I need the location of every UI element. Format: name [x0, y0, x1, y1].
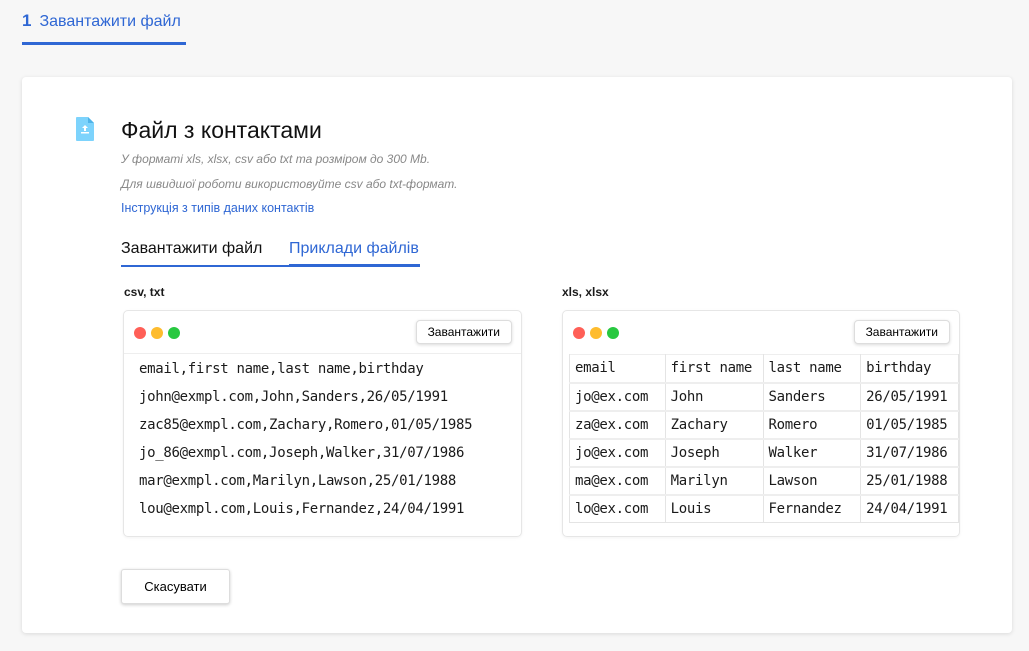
table-row: lo@ex.com Louis Fernandez 24/04/1991: [569, 493, 959, 523]
speed-hint: Для швидшої роботи використовуйте csv аб…: [121, 177, 458, 191]
csv-line: email,first name,last name,birthday: [139, 361, 424, 377]
table-cell: jo@ex.com: [569, 437, 666, 467]
csv-label: csv, txt: [124, 285, 165, 299]
csv-line: lou@exmpl.com,Louis,Fernandez,24/04/1991: [139, 501, 465, 517]
table-cell: birthday: [860, 354, 959, 383]
instructions-link[interactable]: Інструкція з типів даних контактів: [121, 201, 315, 215]
red-dot-icon: [573, 327, 585, 339]
red-dot-icon: [134, 327, 146, 339]
window-header: Завантажити: [563, 311, 959, 354]
download-csv-button[interactable]: Завантажити: [415, 320, 512, 344]
table-row: jo@ex.com John Sanders 26/05/1991: [569, 381, 959, 411]
table-cell: 25/01/1988: [860, 465, 959, 495]
table-row: jo@ex.com Joseph Walker 31/07/1986: [569, 437, 959, 467]
table-header-row: email first name last name birthday: [569, 354, 959, 383]
tab-upload-file[interactable]: Завантажити файл: [121, 237, 289, 267]
table-row: za@ex.com Zachary Romero 01/05/1985: [569, 409, 959, 439]
csv-line: jo_86@exmpl.com,Joseph,Walker,31/07/1986: [139, 445, 465, 461]
table-cell: Marilyn: [664, 465, 764, 495]
table-cell: lo@ex.com: [569, 493, 666, 523]
table-cell: Romero: [762, 409, 862, 439]
step-tab-upload[interactable]: 1 Завантажити файл: [22, 0, 186, 45]
table-cell: za@ex.com: [569, 409, 666, 439]
table-cell: jo@ex.com: [569, 381, 666, 411]
cancel-button[interactable]: Скасувати: [121, 569, 230, 604]
green-dot-icon: [607, 327, 619, 339]
table-cell: 31/07/1986: [860, 437, 959, 467]
table-cell: Walker: [762, 437, 862, 467]
csv-example-window: Завантажити email,first name,last name,b…: [123, 310, 522, 537]
file-upload-icon: [76, 117, 94, 141]
download-xls-button[interactable]: Завантажити: [853, 320, 950, 344]
table-cell: ma@ex.com: [569, 465, 666, 495]
table-cell: email: [569, 354, 666, 383]
table-cell: Joseph: [664, 437, 764, 467]
format-hint: У форматі xls, xlsx, csv або txt та розм…: [121, 152, 431, 166]
csv-line: mar@exmpl.com,Marilyn,Lawson,25/01/1988: [139, 473, 457, 489]
window-header: Завантажити: [124, 311, 521, 354]
table-cell: 01/05/1985: [860, 409, 959, 439]
csv-line: john@exmpl.com,John,Sanders,26/05/1991: [139, 389, 448, 405]
step-number: 1: [22, 11, 32, 30]
tab-file-examples[interactable]: Приклади файлів: [289, 237, 420, 267]
table-cell: John: [664, 381, 764, 411]
tabs: Завантажити файл Приклади файлів: [121, 237, 420, 267]
table-cell: first name: [664, 354, 764, 383]
table-cell: Louis: [664, 493, 764, 523]
table-cell: last name: [762, 354, 862, 383]
yellow-dot-icon: [590, 327, 602, 339]
green-dot-icon: [168, 327, 180, 339]
yellow-dot-icon: [151, 327, 163, 339]
table-cell: 26/05/1991: [860, 381, 959, 411]
table-cell: Sanders: [762, 381, 862, 411]
table-cell: Zachary: [664, 409, 764, 439]
xls-label: xls, xlsx: [562, 285, 609, 299]
xls-table: email first name last name birthday jo@ex.co…: [569, 354, 959, 523]
step-label: Завантажити файл: [39, 13, 181, 30]
page-title: Файл з контактами: [121, 117, 322, 143]
csv-line: zac85@exmpl.com,Zachary,Romero,01/05/198…: [139, 417, 473, 433]
table-cell: Lawson: [762, 465, 862, 495]
upload-card: Файл з контактами У форматі xls, xlsx, c…: [22, 77, 1012, 633]
xls-example-window: Завантажити email first name last name birt…: [562, 310, 960, 537]
table-cell: 24/04/1991: [860, 493, 959, 523]
table-row: ma@ex.com Marilyn Lawson 25/01/1988: [569, 465, 959, 495]
table-cell: Fernandez: [762, 493, 862, 523]
csv-content: email,first name,last name,birthday john…: [124, 354, 521, 526]
